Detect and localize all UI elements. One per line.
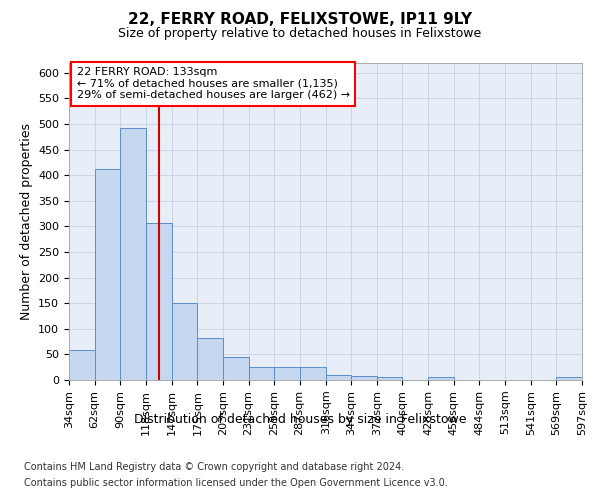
Text: Contains public sector information licensed under the Open Government Licence v3: Contains public sector information licen…: [24, 478, 448, 488]
Bar: [120, 128, 146, 380]
Text: 22 FERRY ROAD: 133sqm
← 71% of detached houses are smaller (1,135)
29% of semi-d: 22 FERRY ROAD: 133sqm ← 71% of detached …: [77, 68, 350, 100]
Bar: [428, 378, 454, 380]
Bar: [172, 303, 197, 380]
Bar: [95, 168, 120, 380]
Y-axis label: Number of detached properties: Number of detached properties: [20, 122, 32, 320]
Bar: [299, 367, 326, 380]
Bar: [352, 376, 377, 380]
Bar: [146, 223, 172, 380]
Text: Distribution of detached houses by size in Felixstowe: Distribution of detached houses by size …: [134, 412, 466, 426]
Bar: [556, 378, 582, 380]
Bar: [274, 367, 299, 380]
Bar: [248, 367, 274, 380]
Bar: [377, 378, 403, 380]
Bar: [197, 338, 223, 380]
Bar: [223, 358, 248, 380]
Bar: [326, 375, 352, 380]
Text: Contains HM Land Registry data © Crown copyright and database right 2024.: Contains HM Land Registry data © Crown c…: [24, 462, 404, 472]
Text: Size of property relative to detached houses in Felixstowe: Size of property relative to detached ho…: [118, 28, 482, 40]
Bar: [69, 350, 95, 380]
Text: 22, FERRY ROAD, FELIXSTOWE, IP11 9LY: 22, FERRY ROAD, FELIXSTOWE, IP11 9LY: [128, 12, 472, 28]
